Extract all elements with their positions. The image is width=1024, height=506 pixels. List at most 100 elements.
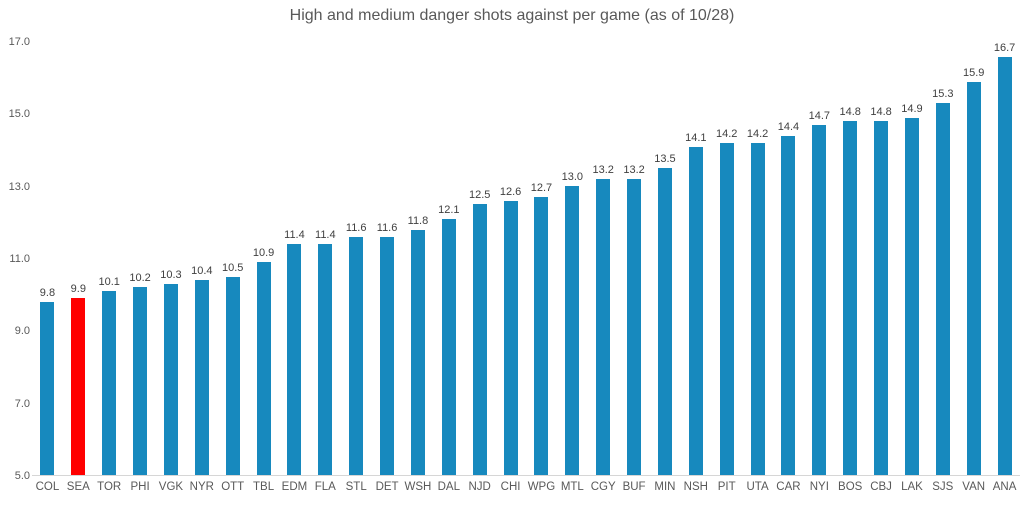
x-label-chi: CHI xyxy=(500,481,521,493)
y-tick-label: 5.0 xyxy=(14,470,30,482)
value-label-bos: 14.8 xyxy=(839,106,861,119)
x-label-wpg: WPG xyxy=(527,481,556,493)
bar-nsh xyxy=(688,146,703,475)
x-label-mtl: MTL xyxy=(560,481,584,493)
bar-group-bos: 14.8 xyxy=(835,42,866,475)
bar-bos xyxy=(843,121,858,475)
x-label-lak: LAK xyxy=(901,481,923,493)
value-label-lak: 14.9 xyxy=(901,102,923,115)
x-label-ana: ANA xyxy=(992,481,1017,493)
bar-group-cbj: 14.8 xyxy=(866,42,897,475)
chart-title: High and medium danger shots against per… xyxy=(289,7,735,24)
bar-min xyxy=(657,168,672,475)
x-label-van: VAN xyxy=(962,481,986,493)
bar-vgk xyxy=(163,283,178,475)
x-label-min: MIN xyxy=(654,481,676,493)
value-label-ana: 16.7 xyxy=(993,42,1016,54)
x-label-pit: PIT xyxy=(717,481,736,493)
bar-uta xyxy=(750,143,765,475)
bar-group-ana: 16.7 xyxy=(989,42,1020,475)
bar-group-njd: 12.5 xyxy=(464,42,495,475)
bar-cbj xyxy=(874,121,889,475)
bar-group-sea: 9.9 xyxy=(63,42,94,475)
bar-group-sjs: 15.3 xyxy=(927,42,958,475)
x-label-fla: FLA xyxy=(314,481,336,493)
bar-group-nyr: 10.4 xyxy=(186,42,217,475)
value-label-phi: 10.2 xyxy=(129,272,151,285)
bar-group-chi: 12.6 xyxy=(495,42,526,475)
bar-group-det: 11.6 xyxy=(372,42,403,475)
x-label-edm: EDM xyxy=(281,481,308,493)
plot-area: 9.8 9.9 10.1 10.2 10.3 10.4 10.5 10.9 11.4 11.4 11… xyxy=(32,42,1020,476)
bar-phi xyxy=(133,287,148,475)
value-label-fla: 11.4 xyxy=(315,229,336,242)
bar-edm xyxy=(287,244,302,475)
x-label-sea: SEA xyxy=(66,481,90,493)
bar-nyi xyxy=(812,125,827,475)
value-label-cgy: 13.2 xyxy=(592,164,614,177)
value-label-car: 14.4 xyxy=(777,120,800,133)
value-label-dal: 12.1 xyxy=(438,203,460,216)
bar-group-min: 13.5 xyxy=(650,42,681,475)
y-tick-label: 11.0 xyxy=(9,253,30,265)
bar-group-buf: 13.2 xyxy=(619,42,650,475)
bar-group-tbl: 10.9 xyxy=(248,42,279,475)
bar-group-ott: 10.5 xyxy=(217,42,248,475)
bar-group-nsh: 14.1 xyxy=(680,42,711,475)
value-label-ott: 10.5 xyxy=(221,261,244,274)
bar-sjs xyxy=(935,103,950,475)
value-label-vgk: 10.3 xyxy=(160,268,182,281)
x-label-ott: OTT xyxy=(221,481,245,493)
bar-group-uta: 14.2 xyxy=(742,42,773,475)
value-label-sea: 9.9 xyxy=(70,283,86,296)
bar-group-car: 14.4 xyxy=(773,42,804,475)
value-label-van: 15.9 xyxy=(962,66,985,79)
bar-group-vgk: 10.3 xyxy=(156,42,187,475)
value-label-nsh: 14.1 xyxy=(685,131,707,144)
x-label-njd: NJD xyxy=(468,481,491,493)
value-label-col: 9.8 xyxy=(39,286,56,299)
bar-pit xyxy=(719,143,734,475)
bar-fla xyxy=(318,244,333,475)
bar-cgy xyxy=(596,179,611,475)
bar-group-wsh: 11.8 xyxy=(403,42,434,475)
bar-nyr xyxy=(194,280,209,475)
x-label-nyr: NYR xyxy=(189,481,214,493)
bar-tor xyxy=(102,290,117,475)
bar-group-mtl: 13.0 xyxy=(557,42,588,475)
bar-stl xyxy=(349,236,364,475)
x-label-sjs: SJS xyxy=(932,481,954,493)
value-label-edm: 11.4 xyxy=(284,229,305,242)
value-label-det: 11.6 xyxy=(376,221,398,234)
bar-det xyxy=(380,236,395,475)
bar-tbl xyxy=(256,262,271,475)
bar-group-cgy: 13.2 xyxy=(588,42,619,475)
y-tick-label: 7.0 xyxy=(14,397,30,410)
x-label-nsh: NSH xyxy=(683,481,708,493)
y-tick-label: 17.0 xyxy=(8,36,30,48)
bar-group-stl: 11.6 xyxy=(341,42,372,475)
value-label-tbl: 10.9 xyxy=(252,247,275,260)
x-label-tor: TOR xyxy=(97,481,122,493)
value-label-min: 13.5 xyxy=(654,153,676,166)
bar-ott xyxy=(225,276,240,475)
x-label-phi: PHI xyxy=(130,481,150,493)
bar-group-van: 15.9 xyxy=(958,42,989,475)
bar-group-edm: 11.4 xyxy=(279,42,310,475)
value-label-nyi: 14.7 xyxy=(808,110,831,122)
value-label-stl: 11.6 xyxy=(345,221,367,234)
x-label-vgk: VGK xyxy=(158,481,184,493)
x-axis: COL SEA TOR PHI VGK NYR OTT TBL EDM FLA STL DET WSH D… xyxy=(32,481,1020,497)
bar-group-nyi: 14.7 xyxy=(804,42,835,475)
bar-njd xyxy=(472,204,487,475)
bar-car xyxy=(781,135,796,475)
x-label-cbj: CBJ xyxy=(870,481,892,493)
value-label-njd: 12.5 xyxy=(468,189,491,202)
x-label-nyi: NYI xyxy=(809,481,829,493)
value-label-pit: 14.2 xyxy=(715,128,738,141)
bar-ana xyxy=(997,57,1012,475)
bar-group-tor: 10.1 xyxy=(94,42,125,475)
y-tick-label: 13.0 xyxy=(8,180,30,193)
x-label-bos: BOS xyxy=(838,481,863,493)
